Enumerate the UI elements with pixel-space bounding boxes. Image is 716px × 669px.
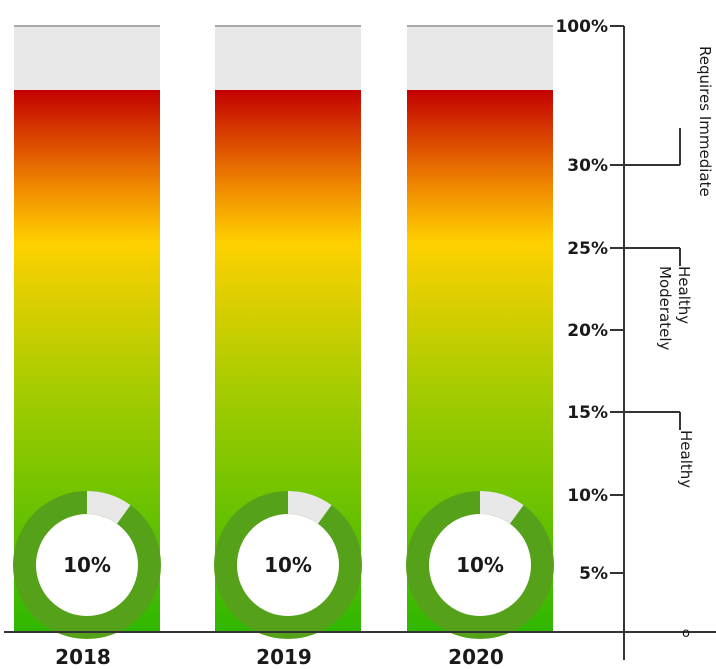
donut-value-label: 10% xyxy=(264,553,312,577)
zone-bracket: Requires ImmediateAttention xyxy=(624,46,716,197)
y-tick-label: o xyxy=(682,626,690,641)
y-tick-label: 20% xyxy=(567,321,608,341)
zone-label-line: Healthy xyxy=(677,430,695,488)
donut-slice xyxy=(480,491,524,524)
y-tick-label: 30% xyxy=(567,156,608,176)
zone-label: Requires ImmediateAttention xyxy=(696,46,716,197)
donut-center xyxy=(237,514,339,616)
category-label: 2020 xyxy=(448,645,504,669)
zone-label-line: Requires Immediate xyxy=(696,46,714,197)
zone-label: ModeratelyHealthy xyxy=(656,266,693,351)
bar-2019: 10% xyxy=(214,25,362,639)
donut-value-label: 10% xyxy=(456,553,504,577)
y-tick-label: 25% xyxy=(567,239,608,259)
category-label: 2018 xyxy=(55,645,111,669)
y-tick-label: 100% xyxy=(555,17,608,37)
y-tick-label: 15% xyxy=(567,403,608,423)
donut-slice xyxy=(87,491,131,524)
zone-label-line: Moderately xyxy=(656,266,674,351)
bar-2020: 10% xyxy=(406,25,554,639)
y-tick-label: 10% xyxy=(567,486,608,506)
zone-bracket: ModeratelyHealthy xyxy=(624,247,693,351)
zone-label: Healthy xyxy=(677,430,695,488)
bar-headroom xyxy=(407,26,553,90)
zone-label-line: Healthy xyxy=(675,266,693,324)
donut-center xyxy=(429,514,531,616)
y-tick-label: 5% xyxy=(579,564,608,584)
category-label: 2019 xyxy=(256,645,312,669)
donut-value-label: 10% xyxy=(63,553,111,577)
donut-slice xyxy=(288,491,332,524)
bar-2018: 10% xyxy=(13,25,161,639)
bar-headroom xyxy=(215,26,361,90)
zone-bracket: Healthy xyxy=(624,411,695,488)
bar-headroom xyxy=(14,26,160,90)
donut-center xyxy=(36,514,138,616)
